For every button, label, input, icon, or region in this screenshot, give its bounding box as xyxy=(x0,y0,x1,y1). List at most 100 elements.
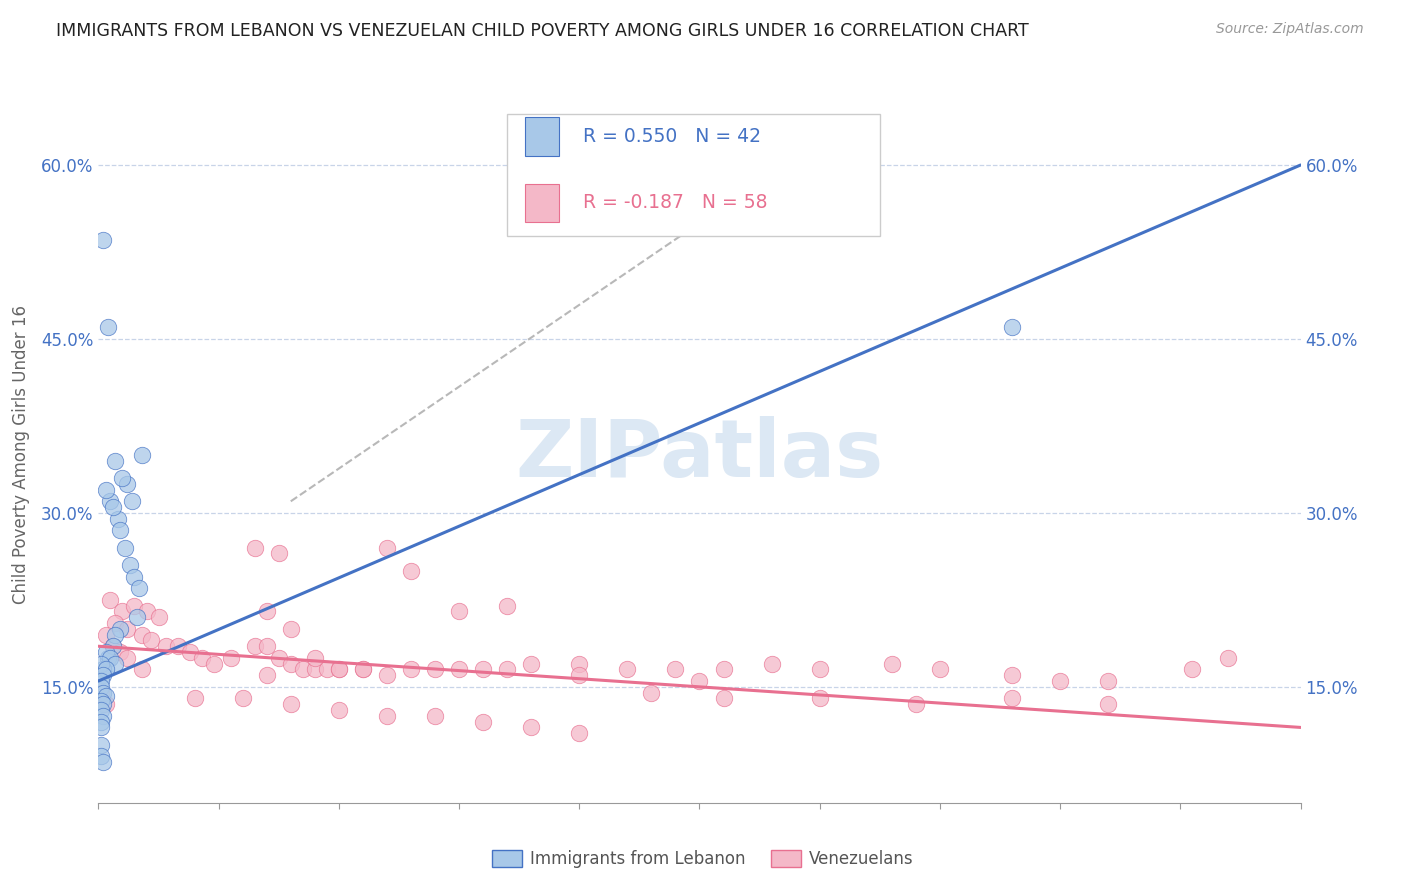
Point xyxy=(91,233,114,247)
Point xyxy=(90,749,112,764)
Point xyxy=(472,662,495,676)
Point xyxy=(808,691,831,706)
Point xyxy=(131,662,153,676)
Point xyxy=(107,511,129,525)
FancyBboxPatch shape xyxy=(508,114,880,235)
Point xyxy=(423,708,446,723)
Point xyxy=(219,651,242,665)
Point xyxy=(315,662,337,676)
Point xyxy=(94,483,117,497)
Y-axis label: Child Poverty Among Girls Under 16: Child Poverty Among Girls Under 16 xyxy=(11,305,30,605)
Point xyxy=(148,610,170,624)
Point xyxy=(1001,691,1024,706)
Point xyxy=(94,645,117,659)
Point xyxy=(141,633,163,648)
Point xyxy=(166,639,188,653)
Point xyxy=(256,668,278,682)
Point xyxy=(256,639,278,653)
Point xyxy=(267,546,290,561)
Point xyxy=(117,476,139,491)
Point xyxy=(104,615,127,630)
Point xyxy=(91,698,114,712)
Point xyxy=(121,494,143,508)
Point xyxy=(118,558,141,573)
Point xyxy=(97,651,120,665)
Text: IMMIGRANTS FROM LEBANON VS VENEZUELAN CHILD POVERTY AMONG GIRLS UNDER 16 CORRELA: IMMIGRANTS FROM LEBANON VS VENEZUELAN CH… xyxy=(56,22,1029,40)
Point xyxy=(267,651,290,665)
Point xyxy=(640,685,662,699)
Point xyxy=(90,674,112,689)
Point xyxy=(761,657,783,671)
Text: ZIPatlas: ZIPatlas xyxy=(516,416,883,494)
Point xyxy=(399,662,422,676)
Point xyxy=(108,523,131,537)
Point xyxy=(155,639,177,653)
Point xyxy=(202,657,225,671)
Point xyxy=(713,691,735,706)
Point xyxy=(117,622,139,636)
Point xyxy=(91,668,114,682)
Point xyxy=(808,662,831,676)
Point xyxy=(101,639,124,653)
Point xyxy=(496,662,519,676)
Point xyxy=(104,453,127,467)
Point xyxy=(101,500,124,514)
Point xyxy=(243,541,266,555)
Point xyxy=(91,685,114,699)
Point xyxy=(124,599,146,613)
Text: R = 0.550   N = 42: R = 0.550 N = 42 xyxy=(583,127,761,146)
Point xyxy=(713,662,735,676)
Legend: Immigrants from Lebanon, Venezuelans: Immigrants from Lebanon, Venezuelans xyxy=(485,843,921,875)
Point xyxy=(280,622,302,636)
Point xyxy=(135,605,157,619)
Point xyxy=(375,708,398,723)
Point xyxy=(423,662,446,676)
Point xyxy=(399,564,422,578)
Point xyxy=(108,645,131,659)
Point xyxy=(94,689,117,703)
Text: Source: ZipAtlas.com: Source: ZipAtlas.com xyxy=(1216,22,1364,37)
Point xyxy=(90,680,112,694)
Point xyxy=(1049,674,1071,689)
Point xyxy=(232,691,254,706)
FancyBboxPatch shape xyxy=(526,184,558,222)
Point xyxy=(131,628,153,642)
Point xyxy=(280,698,302,712)
Point xyxy=(91,755,114,769)
Point xyxy=(291,662,314,676)
Point xyxy=(496,599,519,613)
Point xyxy=(1218,651,1240,665)
Point xyxy=(97,320,120,334)
Point xyxy=(447,662,470,676)
Point xyxy=(91,708,114,723)
Point xyxy=(328,662,350,676)
Point xyxy=(94,698,117,712)
Point xyxy=(880,657,903,671)
Point xyxy=(280,657,302,671)
Point xyxy=(689,674,711,689)
Point xyxy=(352,662,374,676)
Point xyxy=(104,657,127,671)
Point xyxy=(472,714,495,729)
Point xyxy=(90,657,112,671)
Point xyxy=(1097,698,1119,712)
Text: R = -0.187   N = 58: R = -0.187 N = 58 xyxy=(583,194,768,212)
Point xyxy=(124,570,146,584)
Point xyxy=(104,628,127,642)
Point xyxy=(90,714,112,729)
Point xyxy=(520,721,543,735)
Point xyxy=(100,592,122,607)
Point xyxy=(179,645,201,659)
Point xyxy=(94,628,117,642)
Point xyxy=(131,448,153,462)
Point xyxy=(1097,674,1119,689)
Point xyxy=(114,541,136,555)
Point xyxy=(191,651,214,665)
Point xyxy=(90,694,112,708)
Point xyxy=(375,668,398,682)
Point xyxy=(904,698,927,712)
Point xyxy=(94,662,117,676)
Point xyxy=(90,703,112,717)
Point xyxy=(328,703,350,717)
Point xyxy=(90,685,112,699)
